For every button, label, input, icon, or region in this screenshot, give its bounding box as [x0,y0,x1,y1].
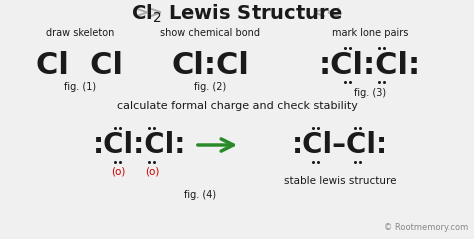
Text: stable lewis structure: stable lewis structure [284,176,396,186]
Text: <<: << [311,5,341,23]
Text: calculate formal charge and check stability: calculate formal charge and check stabil… [117,101,357,111]
Text: mark lone pairs: mark lone pairs [332,28,408,38]
Text: fig. (4): fig. (4) [184,190,216,200]
Text: Cl  Cl: Cl Cl [36,50,124,80]
Text: fig. (3): fig. (3) [354,88,386,98]
Text: draw skeleton: draw skeleton [46,28,114,38]
Text: fig. (1): fig. (1) [64,82,96,92]
Text: (o): (o) [145,167,159,177]
Text: Cl:Cl: Cl:Cl [171,50,249,80]
Text: (o): (o) [111,167,125,177]
Text: :Cl–Cl:: :Cl–Cl: [292,131,388,159]
Text: © Rootmemory.com: © Rootmemory.com [384,223,468,232]
Text: >>: >> [133,5,163,23]
Text: Cl$_2$ Lewis Structure: Cl$_2$ Lewis Structure [131,3,343,25]
Text: :Cl:Cl:: :Cl:Cl: [319,50,421,80]
Text: :Cl:Cl:: :Cl:Cl: [93,131,187,159]
Text: fig. (2): fig. (2) [194,82,226,92]
Text: show chemical bond: show chemical bond [160,28,260,38]
